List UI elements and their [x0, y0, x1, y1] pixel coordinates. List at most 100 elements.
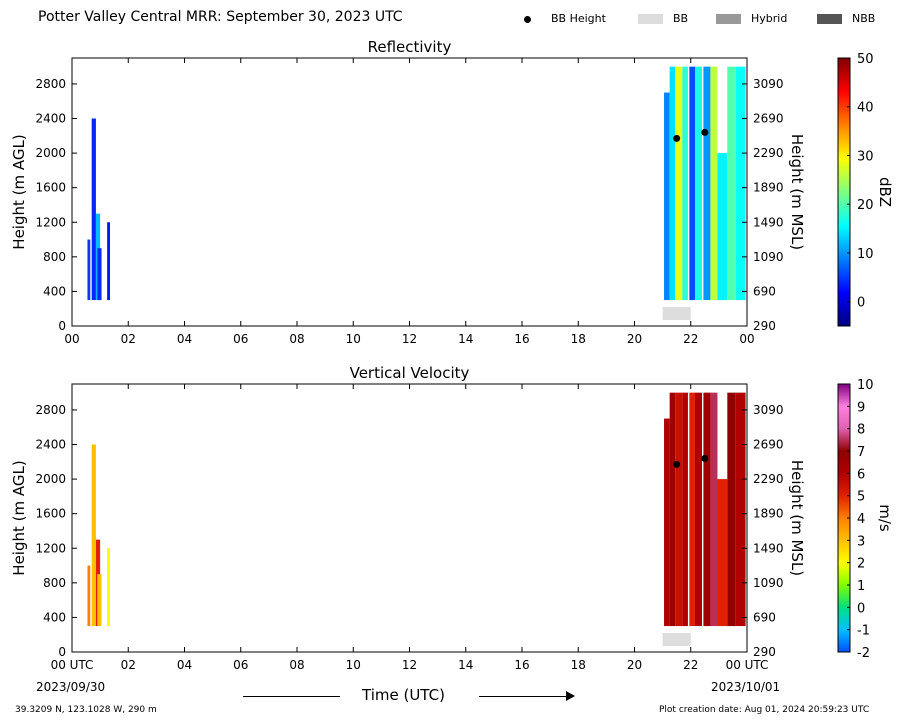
colorbar-tick-label: 10	[857, 378, 874, 393]
colorbar-tick-label: -1	[857, 624, 870, 639]
hybrid-swatch-icon	[716, 14, 741, 24]
x-tick-label: 22	[683, 658, 698, 672]
y-tick-label: 2800	[35, 403, 66, 417]
y-tick-label-right: 1090	[753, 250, 784, 264]
panel-title: Reflectivity	[368, 38, 452, 56]
y-tick-label: 1200	[35, 215, 66, 229]
y-tick-label-right: 2690	[753, 112, 784, 126]
x-tick-label: 22	[683, 332, 698, 346]
colorbar-tick-label: 6	[857, 467, 865, 482]
echo-column	[669, 66, 676, 301]
x-tick-label: 20	[627, 658, 642, 672]
y-tick-label-right: 690	[753, 610, 776, 624]
bb-flag-bar	[662, 307, 691, 320]
legend-label-hybrid: Hybrid	[751, 12, 788, 25]
colorbar-tick-label: 4	[857, 512, 865, 527]
x-tick-label: 16	[514, 332, 529, 346]
location-text: 39.3209 N, 123.1028 W, 290 m	[15, 705, 157, 715]
colorbar-tick-label: 5	[857, 490, 865, 505]
colorbar-tick-label: 20	[857, 198, 874, 213]
echo-column	[87, 239, 91, 301]
time-axis-line-right	[479, 696, 569, 697]
colorbar-tick-label: 2	[857, 557, 865, 572]
colorbar-tick-label: 10	[857, 247, 874, 262]
echo-column	[664, 92, 670, 301]
x-tick-label: 12	[402, 332, 417, 346]
echo-column	[694, 392, 702, 627]
x-tick-label: 14	[458, 332, 473, 346]
end-date: 2023/10/01	[711, 680, 781, 694]
x-tick-label: 10	[346, 332, 361, 346]
y-tick-label-right: 2690	[753, 438, 784, 452]
echo-column	[727, 392, 736, 627]
y-tick-label: 2400	[35, 112, 66, 126]
x-tick-label: 10	[346, 658, 361, 672]
echo-columns	[87, 392, 746, 627]
x-tick-label: 02	[121, 658, 136, 672]
colorbar-tick-label: 3	[857, 534, 865, 549]
bb-flag-bar	[662, 633, 691, 646]
echo-column	[91, 444, 96, 627]
echo-column	[664, 418, 670, 627]
y-tick-label-right: 1490	[753, 215, 784, 229]
colorbar-tick-label: 8	[857, 423, 865, 438]
y-tick-label: 800	[43, 250, 66, 264]
bb-height-point	[673, 460, 681, 468]
y-tick-label-right: 290	[753, 319, 776, 333]
echo-column	[689, 392, 695, 627]
plot-title: Potter Valley Central MRR: September 30,…	[38, 9, 403, 25]
echo-column	[669, 392, 676, 627]
colorbar-tick-label: 0	[857, 296, 865, 311]
colorbar-label: m/s	[876, 504, 894, 532]
y-tick-label: 400	[43, 284, 66, 298]
y-tick-label-right: 1490	[753, 541, 784, 555]
y-tick-label: 1600	[35, 507, 66, 521]
x-tick-label: 02	[121, 332, 136, 346]
echo-column	[682, 392, 688, 627]
legend-label-bb-height: BB Height	[551, 12, 606, 25]
bb-height-point	[701, 128, 709, 136]
x-tick-label: 06	[233, 332, 248, 346]
y-tick-label: 0	[58, 645, 66, 659]
reflectivity-panel: Reflectivity0400800120016002000240028002…	[10, 38, 894, 346]
start-date: 2023/09/30	[36, 680, 106, 694]
creation-date-text: Plot creation date: Aug 01, 2024 20:59:2…	[659, 705, 870, 715]
echo-column	[675, 392, 683, 627]
plot-frame	[71, 57, 748, 327]
echo-column	[87, 565, 91, 627]
x-tick-label: 12	[402, 658, 417, 672]
echo-column	[682, 66, 688, 301]
echo-column	[107, 222, 110, 301]
x-tick-label: 20	[627, 332, 642, 346]
x-tick-label: 04	[177, 332, 192, 346]
x-tick-label: 16	[514, 658, 529, 672]
y-tick-label-right: 690	[753, 284, 776, 298]
colorbar-tick-label: 1	[857, 579, 865, 594]
echo-column	[703, 66, 711, 301]
x-tick-label: 18	[571, 658, 586, 672]
legend-label-nbb: NBB	[852, 12, 876, 25]
echo-column	[703, 392, 711, 627]
echo-column	[717, 479, 728, 627]
nbb-swatch-icon	[817, 14, 842, 24]
y-axis-label: Height (m AGL)	[10, 460, 28, 575]
y-tick-label-right: 2290	[753, 146, 784, 160]
echo-column	[689, 66, 695, 301]
y-tick-label: 2400	[35, 438, 66, 452]
x-tick-label: 08	[289, 332, 304, 346]
colorbar-tick-label: -2	[857, 646, 870, 661]
echo-column	[727, 66, 736, 301]
x-tick-label: 14	[458, 658, 473, 672]
colorbar-tick-label: 0	[857, 601, 865, 616]
y-tick-label-right: 3090	[753, 403, 784, 417]
y-tick-label-right: 1090	[753, 576, 784, 590]
colorbar-tick-label: 30	[857, 149, 874, 164]
y-tick-label: 1200	[35, 541, 66, 555]
x-tick-label: 06	[233, 658, 248, 672]
y-axis-label: Height (m AGL)	[10, 134, 28, 249]
colorbar-tick-label: 40	[857, 101, 874, 116]
echo-column	[97, 574, 102, 627]
bb-swatch-icon	[638, 14, 663, 24]
colorbar-label: dBZ	[876, 177, 894, 207]
x-tick-label: 04	[177, 658, 192, 672]
